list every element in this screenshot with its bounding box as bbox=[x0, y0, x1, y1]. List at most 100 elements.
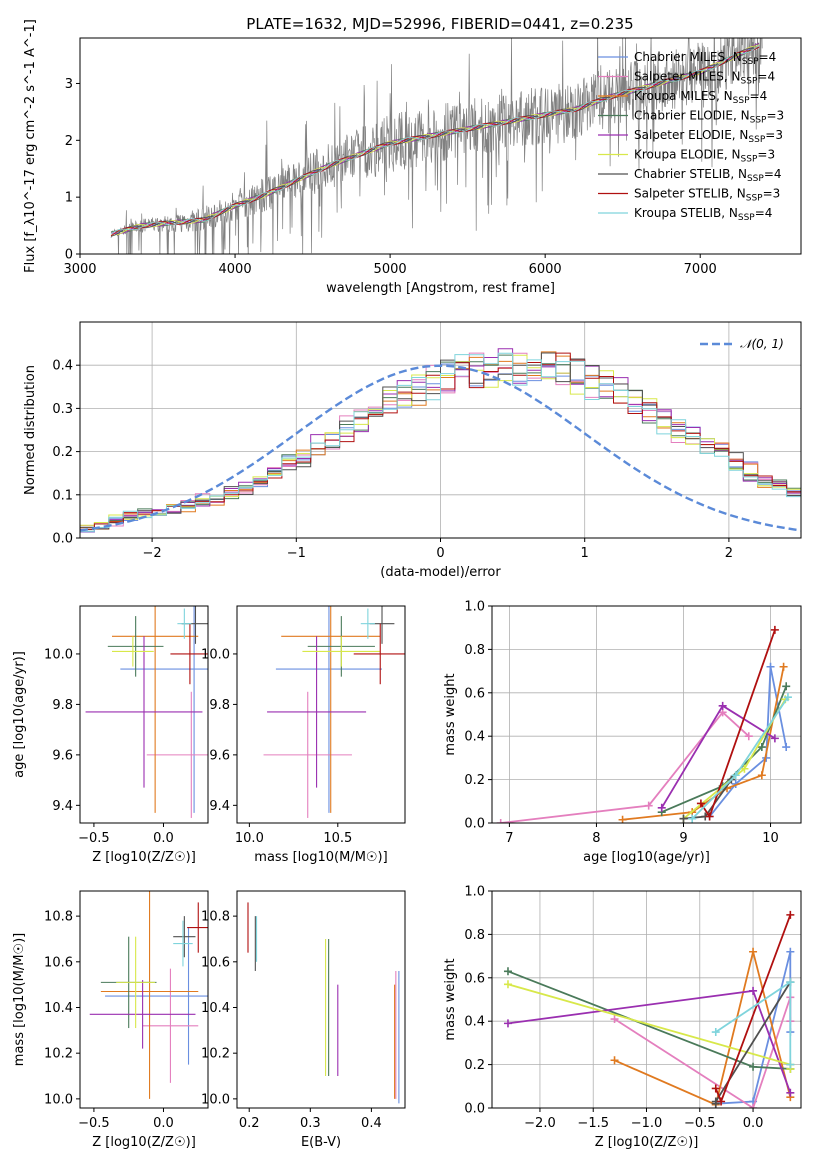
weight-marker bbox=[503, 1019, 512, 1028]
legend-suffix: =3 bbox=[757, 148, 775, 162]
weight-marker bbox=[705, 812, 714, 821]
plot-area bbox=[110, 38, 763, 254]
legend-text: Salpeter STELIB, N bbox=[634, 187, 746, 201]
residual-histogram bbox=[80, 348, 801, 533]
weight-marker bbox=[644, 801, 653, 810]
legend-text: Kroupa MILES, N bbox=[634, 89, 733, 103]
weight-vs-metallicity-axes: −2.0 −1.5 −1.0 −0.5 0.0 0.0 0.2 0.4 0.6 0.8 1.0 Z [… bbox=[443, 885, 802, 1150]
legend-text: Kroupa ELODIE, N bbox=[634, 148, 741, 162]
y-tick-label: 9.4 bbox=[52, 799, 73, 814]
weight-marker bbox=[744, 732, 753, 741]
axes-frame bbox=[491, 890, 802, 1109]
x-tick-label: 0.3 bbox=[300, 1116, 321, 1131]
x-tick-label: 10 bbox=[762, 831, 779, 846]
legend-text: Chabrier MILES, N bbox=[634, 50, 742, 64]
y-tick-label: 0.2 bbox=[52, 445, 73, 460]
residual-histogram bbox=[80, 352, 801, 532]
age-vs-metallicity-axes: −0.5 0.0 9.4 9.6 9.8 10.0 Z [log10(Z/Z☉)] age [… bbox=[12, 605, 209, 865]
legend-suffix: =4 bbox=[759, 50, 777, 64]
weight-marker bbox=[786, 910, 795, 919]
weight-marker bbox=[749, 986, 758, 995]
legend-suffix: =4 bbox=[757, 70, 775, 84]
y-tick-label: 9.8 bbox=[209, 698, 230, 713]
y-tick-label: 0.8 bbox=[464, 928, 485, 943]
x-tick-label: −0.5 bbox=[684, 1116, 716, 1131]
weight-marker bbox=[496, 819, 505, 823]
y-tick-label: 10.6 bbox=[44, 955, 73, 970]
legend-text: Chabrier ELODIE, N bbox=[634, 109, 750, 123]
weight-marker bbox=[717, 1097, 726, 1106]
y-tick-label: 0.4 bbox=[464, 1015, 485, 1030]
y-tick-label: 9.6 bbox=[209, 748, 230, 763]
x-tick-label: 2 bbox=[725, 546, 733, 561]
x-axis-label: wavelength [Angstrom, rest frame] bbox=[326, 281, 555, 296]
y-tick-label: 0.0 bbox=[464, 1102, 485, 1117]
legend-entry: Chabrier STELIB, NSSP=4 bbox=[634, 167, 782, 184]
y-tick-label: 10.0 bbox=[201, 647, 230, 662]
weight-marker bbox=[766, 662, 775, 671]
x-tick-label: 1 bbox=[581, 546, 589, 561]
legend-subscript: SSP bbox=[741, 77, 758, 87]
y-tick-label: 10.6 bbox=[201, 955, 230, 970]
model-spectrum bbox=[110, 43, 760, 234]
y-tick-label: 10.0 bbox=[44, 647, 73, 662]
legend-entry: Chabrier ELODIE, NSSP=3 bbox=[634, 109, 784, 126]
x-tick-label: 8 bbox=[592, 831, 600, 846]
legend-text: Salpeter MILES, N bbox=[634, 70, 741, 84]
y-axis-label: mass weight bbox=[443, 958, 458, 1040]
x-tick-label: 5000 bbox=[374, 262, 407, 277]
y-axis-label: mass weight bbox=[443, 673, 458, 755]
model-spectrum bbox=[110, 46, 760, 237]
spectrum-axes: 3000 4000 5000 6000 7000 0 1 2 3 wavelength [Angs… bbox=[23, 19, 802, 296]
weight-marker bbox=[786, 1088, 795, 1097]
legend-entry: 𝒩(0, 1) bbox=[740, 337, 784, 351]
x-tick-label: 9 bbox=[679, 831, 687, 846]
x-axis-label: (data-model)/error bbox=[380, 565, 501, 580]
legend-entry: Kroupa MILES, NSSP=4 bbox=[634, 89, 767, 106]
y-tick-label: 0.4 bbox=[52, 359, 73, 374]
legend-entry: Chabrier MILES, NSSP=4 bbox=[634, 50, 776, 67]
y-tick-label: 0.3 bbox=[52, 402, 73, 417]
weight-marker bbox=[610, 1056, 619, 1065]
x-tick-label: 10.5 bbox=[323, 831, 352, 846]
weight-marker bbox=[757, 771, 766, 780]
gaussian-curve bbox=[80, 364, 801, 532]
x-tick-label: 10.0 bbox=[235, 831, 264, 846]
axes-frame bbox=[236, 605, 406, 824]
legend-entry: Salpeter STELIB, NSSP=3 bbox=[634, 187, 780, 204]
weight-marker bbox=[786, 947, 795, 956]
x-tick-label: −2.0 bbox=[524, 1116, 556, 1131]
y-tick-label: 9.4 bbox=[209, 799, 230, 814]
x-axis-label: mass [log10(M/M☉)] bbox=[254, 850, 387, 865]
mass-vs-ebv-axes: 0.2 0.3 0.4 10.0 10.2 10.4 10.6 10.8 E(B-V) bbox=[201, 890, 406, 1150]
legend-suffix: =3 bbox=[766, 109, 784, 123]
model-spectrum bbox=[110, 46, 760, 237]
legend-subscript: SSP bbox=[741, 155, 758, 165]
x-axis-label: Z [log10(Z/Z☉)] bbox=[92, 1135, 196, 1150]
plot-area bbox=[503, 910, 795, 1108]
weight-marker bbox=[657, 803, 666, 812]
weight-series-line bbox=[500, 710, 750, 823]
x-tick-label: 7000 bbox=[684, 262, 717, 277]
weight-marker bbox=[711, 1028, 720, 1037]
plot-area bbox=[496, 625, 792, 823]
x-tick-label: 0.4 bbox=[361, 1116, 382, 1131]
y-tick-label: 3 bbox=[65, 77, 73, 92]
residual-histogram bbox=[80, 354, 801, 531]
weight-marker bbox=[783, 693, 792, 702]
y-tick-label: 10.4 bbox=[44, 1001, 73, 1016]
weight-series-line bbox=[682, 698, 787, 820]
legend-subscript: SSP bbox=[750, 116, 767, 126]
weight-marker bbox=[711, 1084, 720, 1093]
x-tick-label: 3000 bbox=[63, 262, 96, 277]
legend-subscript: SSP bbox=[738, 213, 755, 223]
legend-text: Kroupa STELIB, N bbox=[634, 206, 738, 220]
weight-marker bbox=[740, 764, 749, 773]
y-axis-label: Normed distribution bbox=[23, 365, 38, 495]
x-tick-label: 0.0 bbox=[153, 831, 174, 846]
axes-frame bbox=[236, 890, 406, 1109]
weight-marker bbox=[757, 743, 766, 752]
y-tick-label: 9.6 bbox=[52, 748, 73, 763]
y-tick-label: 10.2 bbox=[44, 1047, 73, 1062]
y-tick-label: 0.2 bbox=[464, 773, 485, 788]
